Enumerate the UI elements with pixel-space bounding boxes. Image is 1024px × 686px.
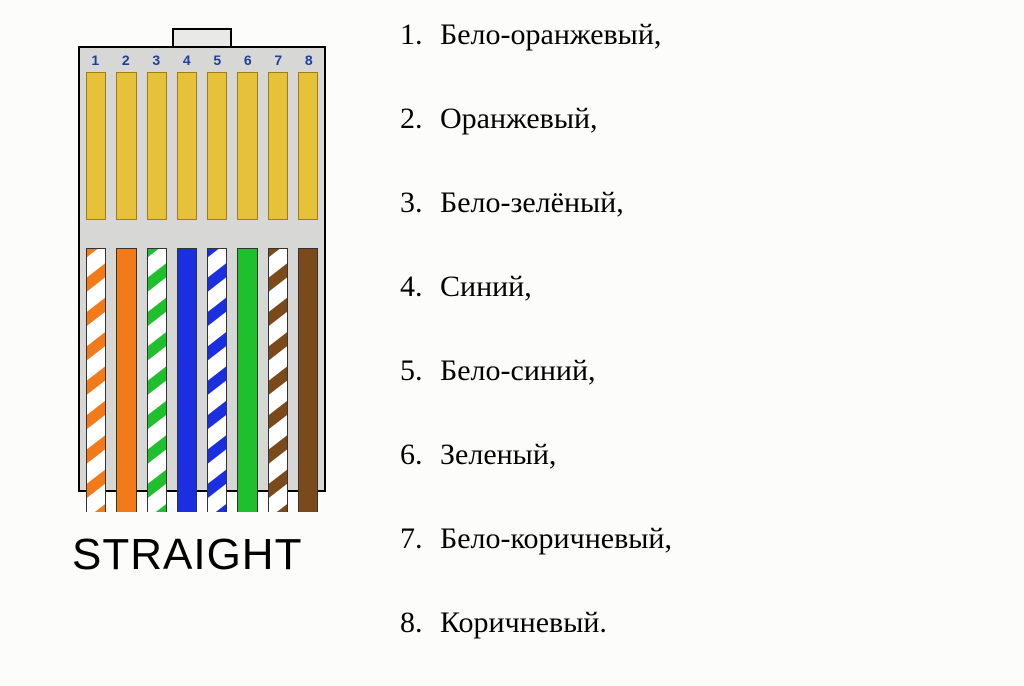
contact-pin	[268, 72, 288, 220]
wire-8	[298, 248, 318, 512]
legend-item-label: Бело-коричневый,	[440, 522, 672, 555]
legend-column: 1. Бело-оранжевый, 2. Оранжевый, 3. Бело-зелё…	[400, 0, 1024, 686]
pin-number: 5	[202, 52, 233, 68]
legend-item-number: 8.	[400, 606, 423, 639]
legend-item-label: Бело-синий,	[440, 354, 596, 387]
legend-item-number: 7.	[400, 522, 423, 555]
legend-item-label: Оранжевый,	[440, 102, 598, 135]
legend-item-number: 1.	[400, 18, 423, 51]
connector-body: 1 2 3 4 5 6 7 8	[78, 46, 326, 492]
contact-pin	[147, 72, 167, 220]
contact-pin	[86, 72, 106, 220]
legend-item-number: 4.	[400, 270, 423, 303]
page: 1 2 3 4 5 6 7 8	[0, 0, 1024, 686]
contact-pin	[116, 72, 136, 220]
contact-pin	[237, 72, 257, 220]
contact-pin	[177, 72, 197, 220]
contact-pin	[207, 72, 227, 220]
pin-number: 8	[294, 52, 325, 68]
wire-1	[86, 248, 106, 512]
rj45-connector: 1 2 3 4 5 6 7 8	[78, 28, 326, 488]
wire-2	[116, 248, 136, 512]
wire-6	[237, 248, 257, 512]
legend-item: 7. Бело-коричневый,	[400, 522, 1024, 555]
wire-5	[207, 248, 227, 512]
legend-item: 5. Бело-синий,	[400, 354, 1024, 387]
legend-item: 6. Зеленый,	[400, 438, 1024, 471]
wire-4	[177, 248, 197, 512]
color-legend-list: 1. Бело-оранжевый, 2. Оранжевый, 3. Бело-зелё…	[400, 18, 1024, 639]
legend-item: 1. Бело-оранжевый,	[400, 18, 1024, 51]
wires-row	[86, 248, 318, 512]
legend-item-label: Синий,	[440, 270, 532, 303]
legend-item-number: 2.	[400, 102, 423, 135]
pin-number: 6	[233, 52, 264, 68]
legend-item-label: Зеленый,	[440, 438, 556, 471]
legend-item: 8. Коричневый.	[400, 606, 1024, 639]
wire-3	[147, 248, 167, 512]
legend-item-number: 3.	[400, 186, 423, 219]
pin-numbers: 1 2 3 4 5 6 7 8	[80, 52, 324, 68]
contact-pin	[298, 72, 318, 220]
legend-item-number: 5.	[400, 354, 423, 387]
legend-item-number: 6.	[400, 438, 423, 471]
legend-item-label: Бело-оранжевый,	[440, 18, 661, 51]
wire-7	[268, 248, 288, 512]
connector-clip	[172, 28, 232, 48]
legend-item-label: Бело-зелёный,	[440, 186, 624, 219]
gold-contacts	[86, 72, 318, 220]
pin-number: 4	[172, 52, 203, 68]
pin-number: 7	[263, 52, 294, 68]
diagram-caption: STRAIGHT	[72, 530, 302, 580]
legend-item-label: Коричневый.	[440, 606, 607, 639]
legend-item: 3. Бело-зелёный,	[400, 186, 1024, 219]
diagram-column: 1 2 3 4 5 6 7 8	[0, 0, 400, 686]
pin-number: 1	[80, 52, 111, 68]
legend-item: 4. Синий,	[400, 270, 1024, 303]
pin-number: 3	[141, 52, 172, 68]
legend-item: 2. Оранжевый,	[400, 102, 1024, 135]
pin-number: 2	[111, 52, 142, 68]
